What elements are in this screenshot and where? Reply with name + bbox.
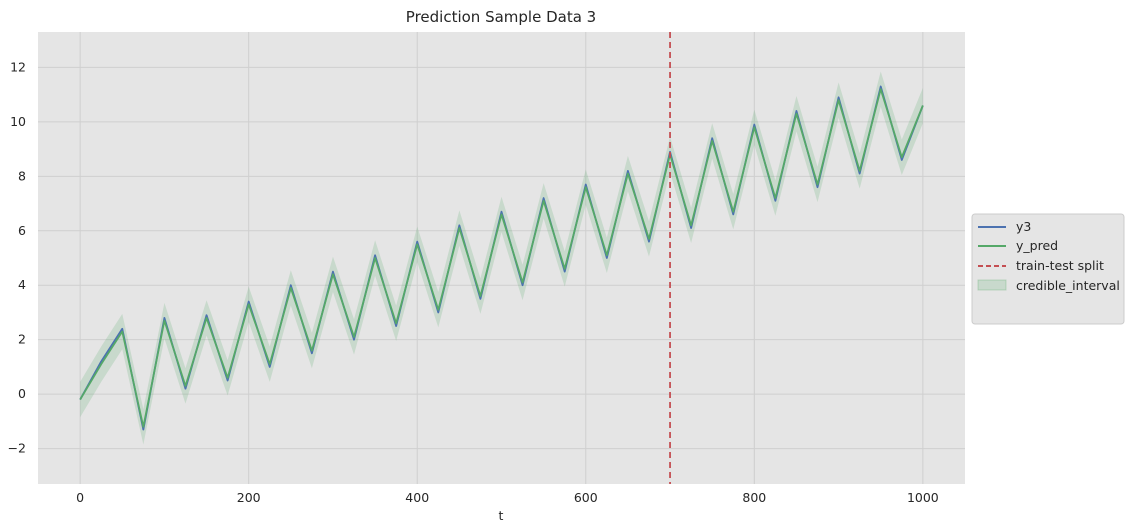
y-tick-label-7: 12 — [10, 59, 26, 74]
y-tick-label-1: 0 — [18, 386, 26, 401]
y-tick-label-5: 8 — [18, 168, 26, 183]
y-tick-label-2: 2 — [18, 332, 26, 347]
series-lines — [79, 85, 924, 431]
legend-label-y3: y3 — [1016, 219, 1031, 234]
x-tick-label-2: 400 — [405, 490, 429, 505]
x-axis-label: t — [499, 508, 504, 523]
legend-label-credible: credible_interval — [1016, 278, 1120, 293]
credible-interval-band — [80, 71, 923, 445]
x-tick-label-0: 0 — [76, 490, 84, 505]
legend-label-y-pred: y_pred — [1016, 238, 1058, 253]
x-tick-label-3: 600 — [574, 490, 598, 505]
plot-background — [38, 32, 965, 484]
legend-label-split: train-test split — [1016, 258, 1104, 273]
series-line-y-pred — [79, 88, 924, 428]
legend-box — [971, 213, 1125, 325]
x-axis-ticks: 0 200 400 600 800 1000 — [76, 490, 939, 505]
credible-interval-area — [80, 71, 923, 445]
legend: y3 y_pred train-test split credible_inte… — [971, 213, 1125, 325]
x-tick-label-4: 800 — [742, 490, 766, 505]
y-tick-label-4: 6 — [18, 223, 26, 238]
x-tick-label-5: 1000 — [907, 490, 939, 505]
y-tick-label-6: 10 — [10, 114, 26, 129]
y-axis-ticks: −2 0 2 4 6 8 10 12 — [8, 59, 26, 455]
legend-swatch-credible — [977, 279, 1007, 291]
y-tick-label-3: 4 — [18, 277, 26, 292]
y-tick-label-0: −2 — [8, 441, 26, 456]
chart-title: Prediction Sample Data 3 — [406, 8, 596, 26]
x-tick-label-1: 200 — [237, 490, 261, 505]
